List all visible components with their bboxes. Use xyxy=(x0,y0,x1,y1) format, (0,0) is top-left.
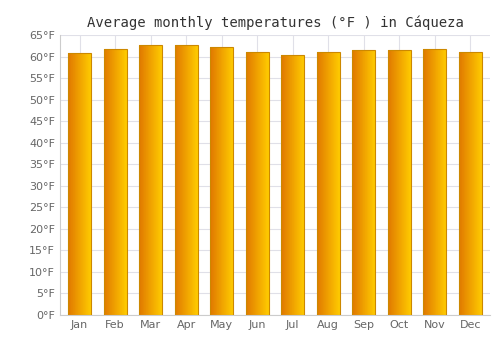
Bar xyxy=(352,50,376,315)
Bar xyxy=(281,55,304,315)
Bar xyxy=(246,52,269,315)
Bar xyxy=(139,46,162,315)
Bar xyxy=(388,50,411,315)
Bar xyxy=(424,49,446,315)
Bar xyxy=(104,49,126,315)
Bar xyxy=(210,48,233,315)
Title: Average monthly temperatures (°F ) in Cáqueza: Average monthly temperatures (°F ) in Cá… xyxy=(86,15,464,30)
Bar xyxy=(459,52,482,315)
Bar xyxy=(317,52,340,315)
Bar xyxy=(68,53,91,315)
Bar xyxy=(174,46,198,315)
